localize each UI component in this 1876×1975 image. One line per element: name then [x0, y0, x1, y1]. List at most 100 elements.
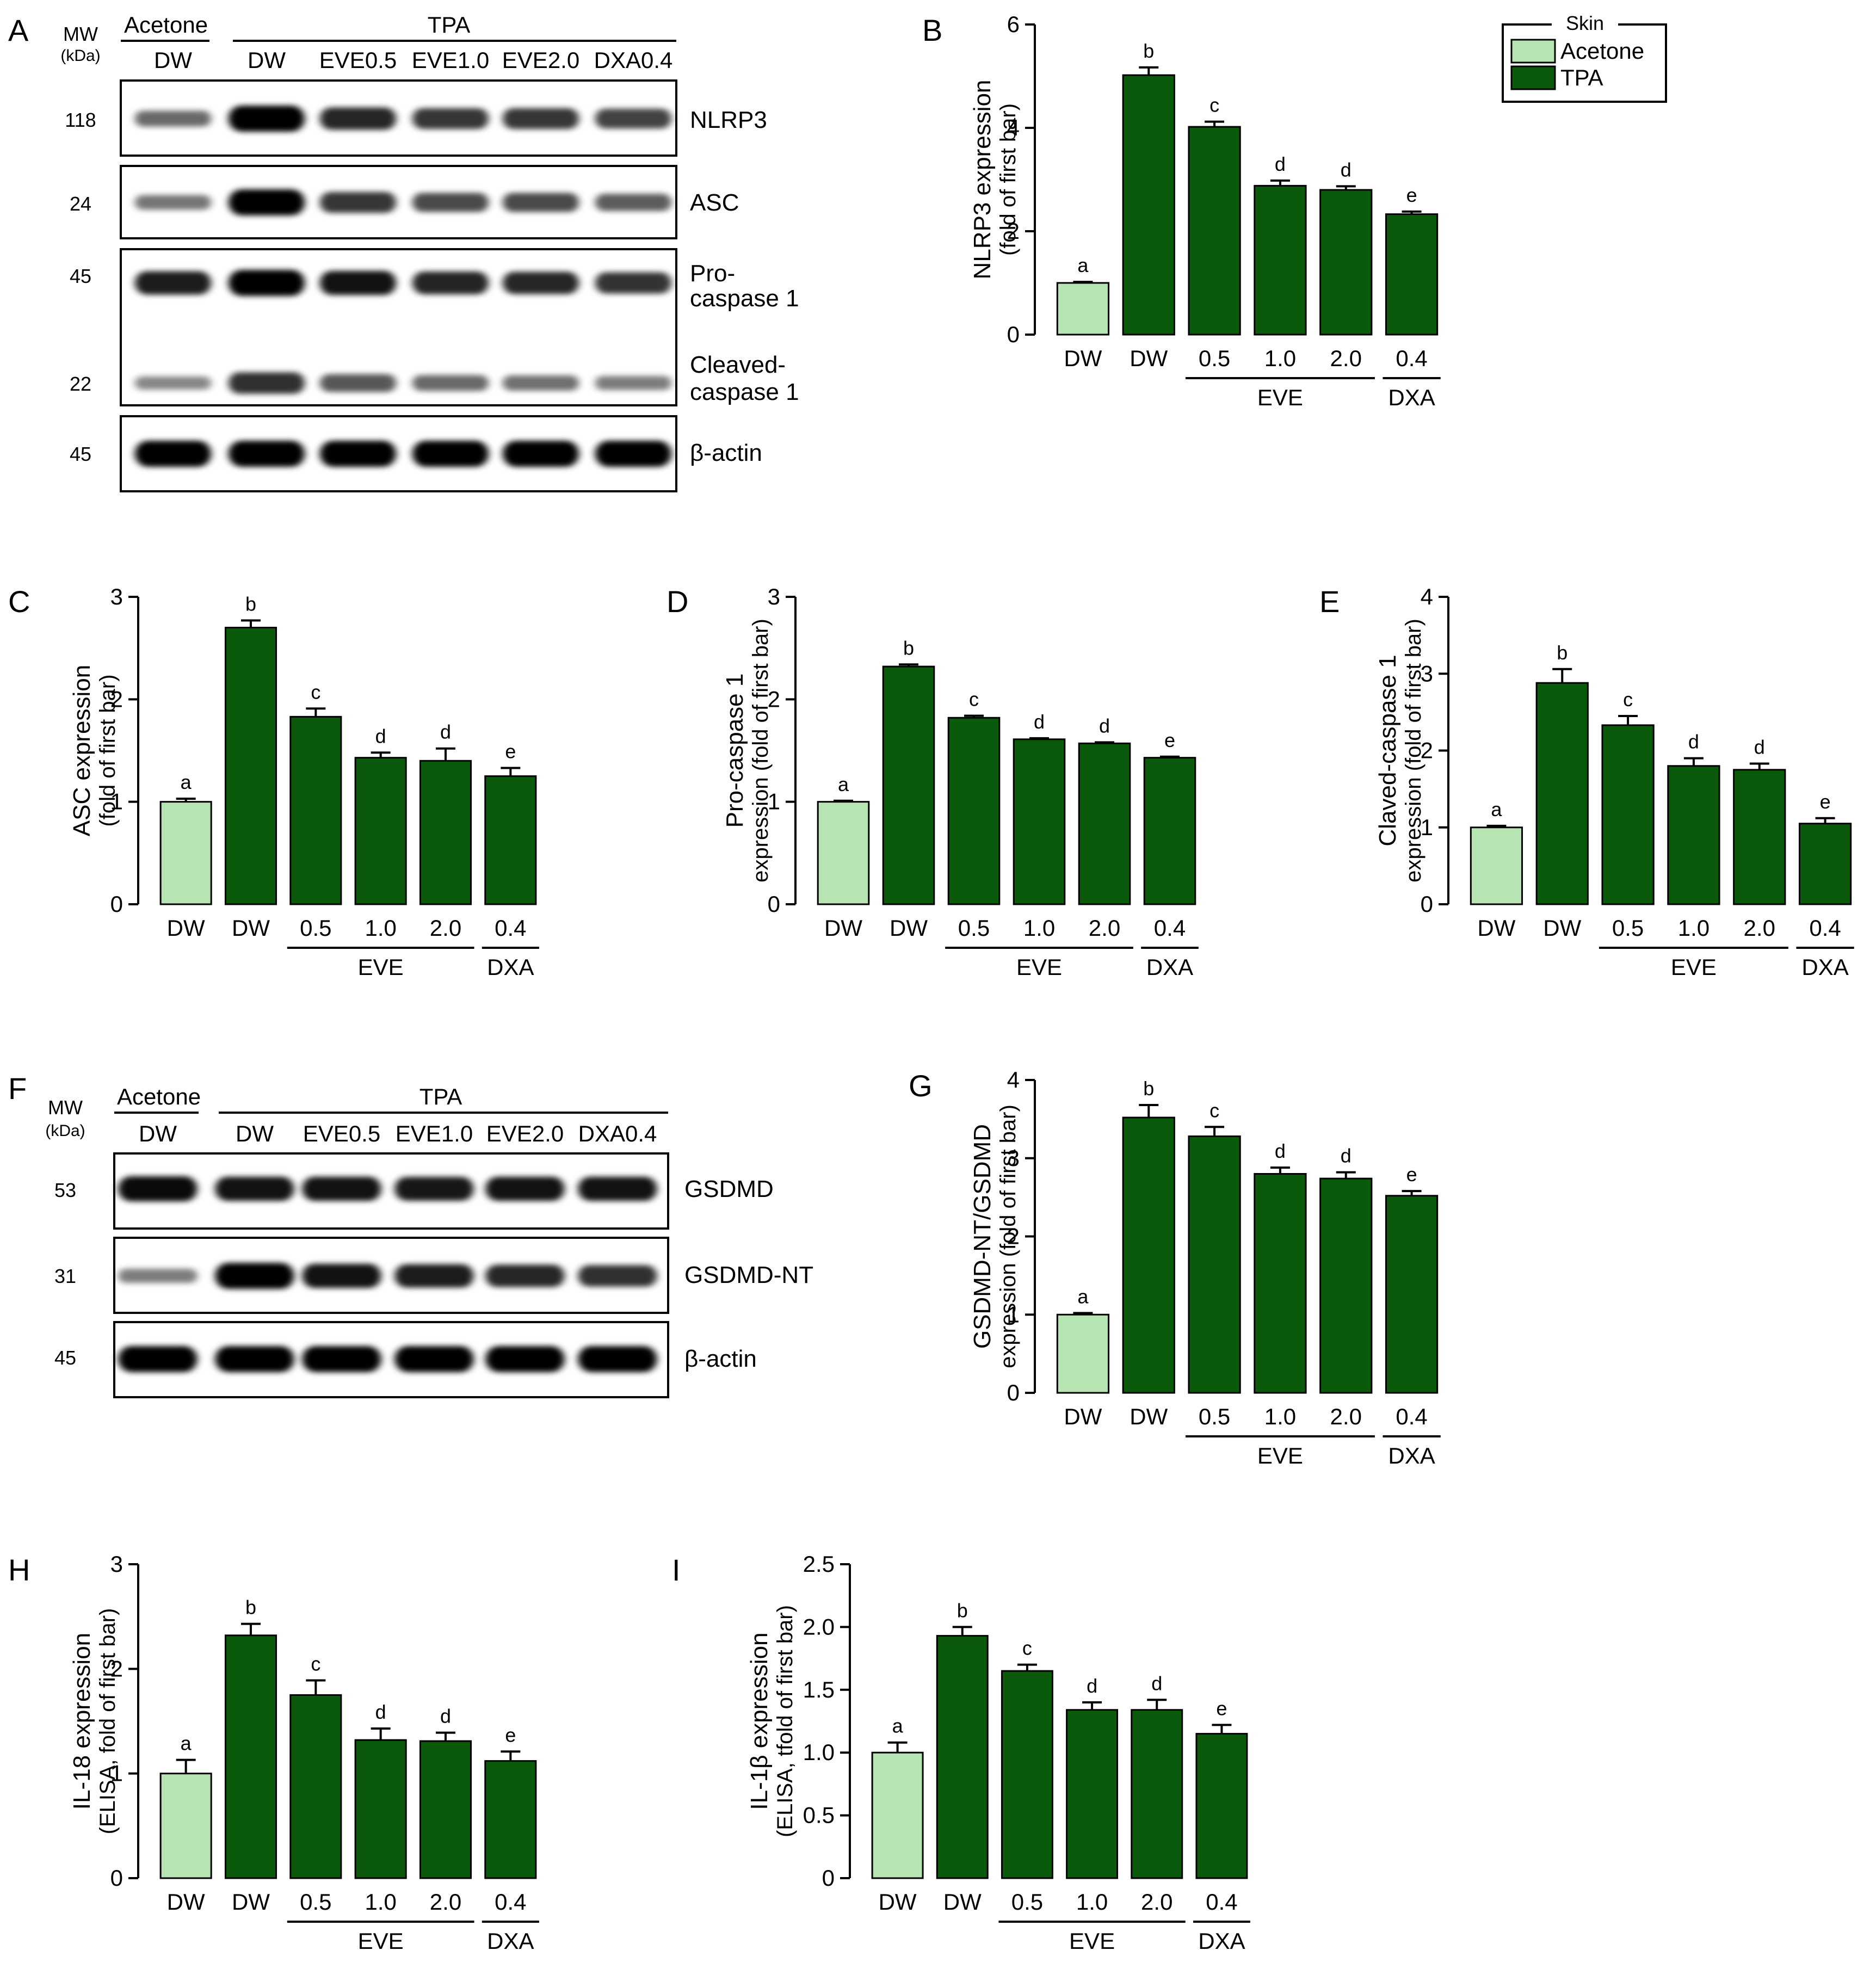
- protein-band: [412, 375, 489, 391]
- panel-letter: G: [909, 1069, 933, 1103]
- x-tick-label: 2.0: [1744, 915, 1775, 941]
- x-tick-label: DW: [1477, 915, 1515, 941]
- x-tick-label: DW: [232, 1889, 270, 1915]
- x-tick-label: 0.5: [1199, 1404, 1230, 1429]
- group-label-eve: EVE: [1257, 385, 1303, 410]
- significance-letter: d: [1099, 714, 1110, 737]
- group-label-dxa: DXA: [1388, 385, 1435, 410]
- mw-value: 118: [65, 109, 96, 131]
- significance-letter: b: [957, 1599, 968, 1621]
- mw-value: 31: [54, 1265, 76, 1287]
- protein-band: [229, 441, 305, 467]
- bar: [1195, 1733, 1248, 1879]
- protein-band: [229, 189, 305, 215]
- protein-label: caspase 1: [690, 379, 799, 405]
- group-label-eve: EVE: [1671, 954, 1717, 980]
- y-tick-label: 0: [822, 1865, 835, 1891]
- y-tick-label: 3: [110, 584, 123, 609]
- protein-label: caspase 1: [690, 285, 799, 312]
- x-tick-label: DW: [1130, 345, 1168, 371]
- bar: [1122, 74, 1175, 336]
- protein-band: [118, 1346, 198, 1372]
- x-tick-label: 0.4: [1154, 915, 1186, 941]
- y-axis-label: Claved-caspase 1: [1374, 655, 1401, 846]
- protein-band: [394, 1346, 474, 1372]
- lane-label: EVE0.5: [319, 47, 397, 73]
- y-tick-label: 2: [1421, 738, 1433, 763]
- treatment-group-label: TPA: [419, 1084, 462, 1109]
- bar: [1319, 1177, 1373, 1394]
- group-label-eve: EVE: [1016, 954, 1062, 980]
- protein-band: [485, 1264, 565, 1287]
- protein-band: [302, 1176, 381, 1201]
- bar: [1385, 213, 1439, 336]
- panel-letter: A: [8, 13, 29, 47]
- y-tick-label: 0.5: [803, 1803, 835, 1828]
- y-tick-label: 1: [110, 1761, 123, 1786]
- significance-letter: b: [1557, 641, 1568, 664]
- mw-value: 22: [70, 373, 91, 395]
- x-tick-label: 1.0: [1264, 345, 1296, 371]
- protein-band: [412, 193, 489, 212]
- chart-panel-e: E 0 1 2 3 4 Claved-caspase 1 expression (fold o…: [1319, 584, 1854, 980]
- protein-band: [135, 376, 211, 390]
- protein-band: [595, 194, 671, 211]
- y-axis-label: IL-1β expression: [746, 1632, 773, 1810]
- protein-band: [229, 270, 305, 296]
- mw-value: 45: [70, 443, 91, 465]
- chart-panel-b: B 0 2 4 6 NLRP3 expression (fold of first bar)…: [922, 11, 1441, 410]
- significance-letter: d: [1341, 158, 1352, 181]
- protein-band: [595, 272, 671, 294]
- bar: [1056, 1313, 1110, 1394]
- bar: [1013, 738, 1066, 905]
- group-label-dxa: DXA: [487, 1928, 534, 1954]
- significance-letter: e: [1406, 184, 1417, 206]
- legend-swatch-tpa: [1510, 65, 1556, 90]
- lane-label: EVE2.0: [486, 1121, 564, 1146]
- panel-letter: I: [672, 1553, 681, 1587]
- legend-label-acetone: Acetone: [1560, 38, 1644, 64]
- mw-unit: (kDa): [45, 1122, 85, 1140]
- protein-band: [412, 441, 489, 467]
- x-tick-label: 1.0: [365, 915, 396, 941]
- x-tick-label: 1.0: [365, 1889, 396, 1915]
- panel-letter: C: [8, 584, 30, 619]
- x-tick-label: DW: [1064, 345, 1102, 371]
- protein-band: [503, 108, 579, 129]
- protein-band: [578, 1346, 657, 1372]
- y-tick-label: 1: [110, 789, 123, 814]
- mw-unit: (kDa): [60, 47, 100, 65]
- group-label-eve: EVE: [358, 954, 404, 980]
- treatment-group-label: TPA: [428, 12, 471, 38]
- protein-band: [135, 271, 211, 295]
- x-tick-label: 0.4: [495, 915, 526, 941]
- chart-panel-i: I 0 0.5 1.0 1.5 2.0 2.5 IL-1β expression (ELISA,…: [672, 1551, 1250, 1954]
- legend-swatch-acetone: [1510, 39, 1556, 64]
- protein-label: Pro-: [690, 260, 735, 287]
- y-tick-label: 0: [768, 891, 780, 917]
- protein-label: GSDMD: [684, 1176, 774, 1202]
- significance-letter: a: [181, 1732, 192, 1755]
- group-label-eve: EVE: [358, 1928, 404, 1954]
- significance-letter: a: [1077, 1285, 1089, 1307]
- panel-letter: H: [8, 1553, 30, 1587]
- significance-letter: d: [440, 721, 451, 743]
- x-tick-label: DW: [1064, 1404, 1102, 1429]
- x-tick-label: 0.4: [1396, 1404, 1427, 1429]
- protein-band: [320, 270, 396, 295]
- significance-letter: d: [1087, 1675, 1097, 1697]
- mw-label: MW: [63, 23, 98, 45]
- bar: [1319, 189, 1373, 336]
- panel-letter: D: [667, 584, 688, 619]
- significance-letter: d: [440, 1705, 451, 1727]
- panel-letter: B: [922, 13, 942, 47]
- blot-box: [113, 1237, 669, 1314]
- x-tick-label: DW: [167, 915, 205, 941]
- blot-panel-f: F MW (kDa) Acetone TPA DW DW EVE0.5 EVE1.0 EVE2.0…: [8, 1071, 813, 1398]
- x-tick-label: 0.4: [495, 1889, 526, 1915]
- protein-band: [320, 441, 396, 467]
- bar: [484, 1760, 537, 1879]
- protein-band: [135, 110, 211, 127]
- protein-band: [503, 375, 579, 391]
- group-label-dxa: DXA: [1198, 1928, 1245, 1954]
